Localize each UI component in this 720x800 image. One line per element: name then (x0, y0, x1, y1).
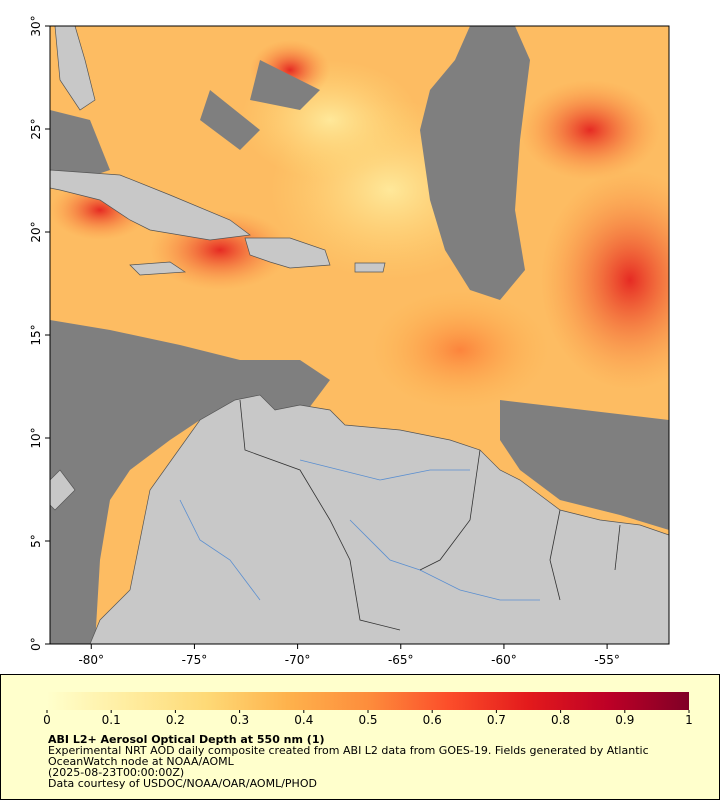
colorbar-tick-label: 0 (43, 713, 51, 727)
y-tick-label: 5° (29, 534, 43, 548)
hispaniola (244, 237, 331, 269)
y-tick-label: 30° (29, 15, 43, 36)
x-tick-label: -80° (78, 653, 104, 667)
aerosol-patch (540, 170, 669, 390)
puerto-rico (354, 262, 386, 273)
colorbar: 0 0.1 0.2 0.3 0.4 0.5 0.6 0.7 0.8 0.9 1 (43, 692, 693, 727)
border (549, 509, 561, 601)
x-tick-label: -55° (594, 653, 620, 667)
no-data-area (250, 60, 320, 110)
colorbar-tick-label: 0.5 (358, 713, 377, 727)
south-america (89, 394, 669, 644)
colorbar-tick-label: 1 (685, 713, 693, 727)
caption-title: ABI L2+ Aerosol Optical Depth at 550 nm … (48, 733, 325, 746)
colorbar-bar (47, 692, 689, 710)
caption-line: Data courtesy of USDOC/NOAA/OAR/AOML/PHO… (48, 777, 317, 790)
florida (54, 26, 96, 111)
central-america (50, 469, 76, 511)
colorbar-tick-label: 0.6 (423, 713, 442, 727)
aerosol-patch (520, 80, 660, 180)
caption-line: (2025-08-23T00:00:00Z) (48, 766, 184, 779)
colorbar-tick-label: 0.2 (166, 713, 185, 727)
no-data-area (200, 90, 260, 150)
no-data-area (50, 110, 110, 180)
colorbar-tick-label: 0.9 (615, 713, 634, 727)
x-tick-label: -60° (491, 653, 517, 667)
axes: -80° -75° -70° -65° -60° -55° 0° 5° 10° 15° 20° 25°… (29, 15, 620, 667)
x-tick-label: -65° (388, 653, 414, 667)
border (614, 524, 621, 571)
cuba (50, 169, 251, 241)
colorbar-tick-label: 0.8 (551, 713, 570, 727)
border (239, 399, 401, 631)
x-tick-label: -70° (285, 653, 311, 667)
no-data-area (500, 400, 669, 530)
colorbar-tick-label: 0.4 (294, 713, 313, 727)
y-tick-label: 25° (29, 118, 43, 139)
river (349, 519, 540, 601)
jamaica (129, 261, 187, 276)
river (299, 459, 470, 481)
y-tick-label: 0° (29, 637, 43, 651)
river (179, 499, 261, 601)
rivers (179, 459, 540, 601)
land (50, 26, 669, 644)
caption-line: OceanWatch node at NOAA/AOML (48, 755, 235, 768)
no-data-area (420, 26, 530, 300)
y-tick-label: 20° (29, 221, 43, 242)
x-tick-label: -75° (182, 653, 208, 667)
y-tick-label: 10° (29, 427, 43, 448)
border (419, 449, 481, 571)
map (50, 26, 669, 644)
aerosol-patch (370, 290, 550, 410)
borders (239, 399, 621, 631)
y-tick-label: 15° (29, 324, 43, 345)
caption-line: Experimental NRT AOD daily composite cre… (48, 744, 649, 757)
colorbar-tick-label: 0.1 (102, 713, 121, 727)
colorbar-tick-label: 0.3 (230, 713, 249, 727)
colorbar-tick-label: 0.7 (487, 713, 506, 727)
